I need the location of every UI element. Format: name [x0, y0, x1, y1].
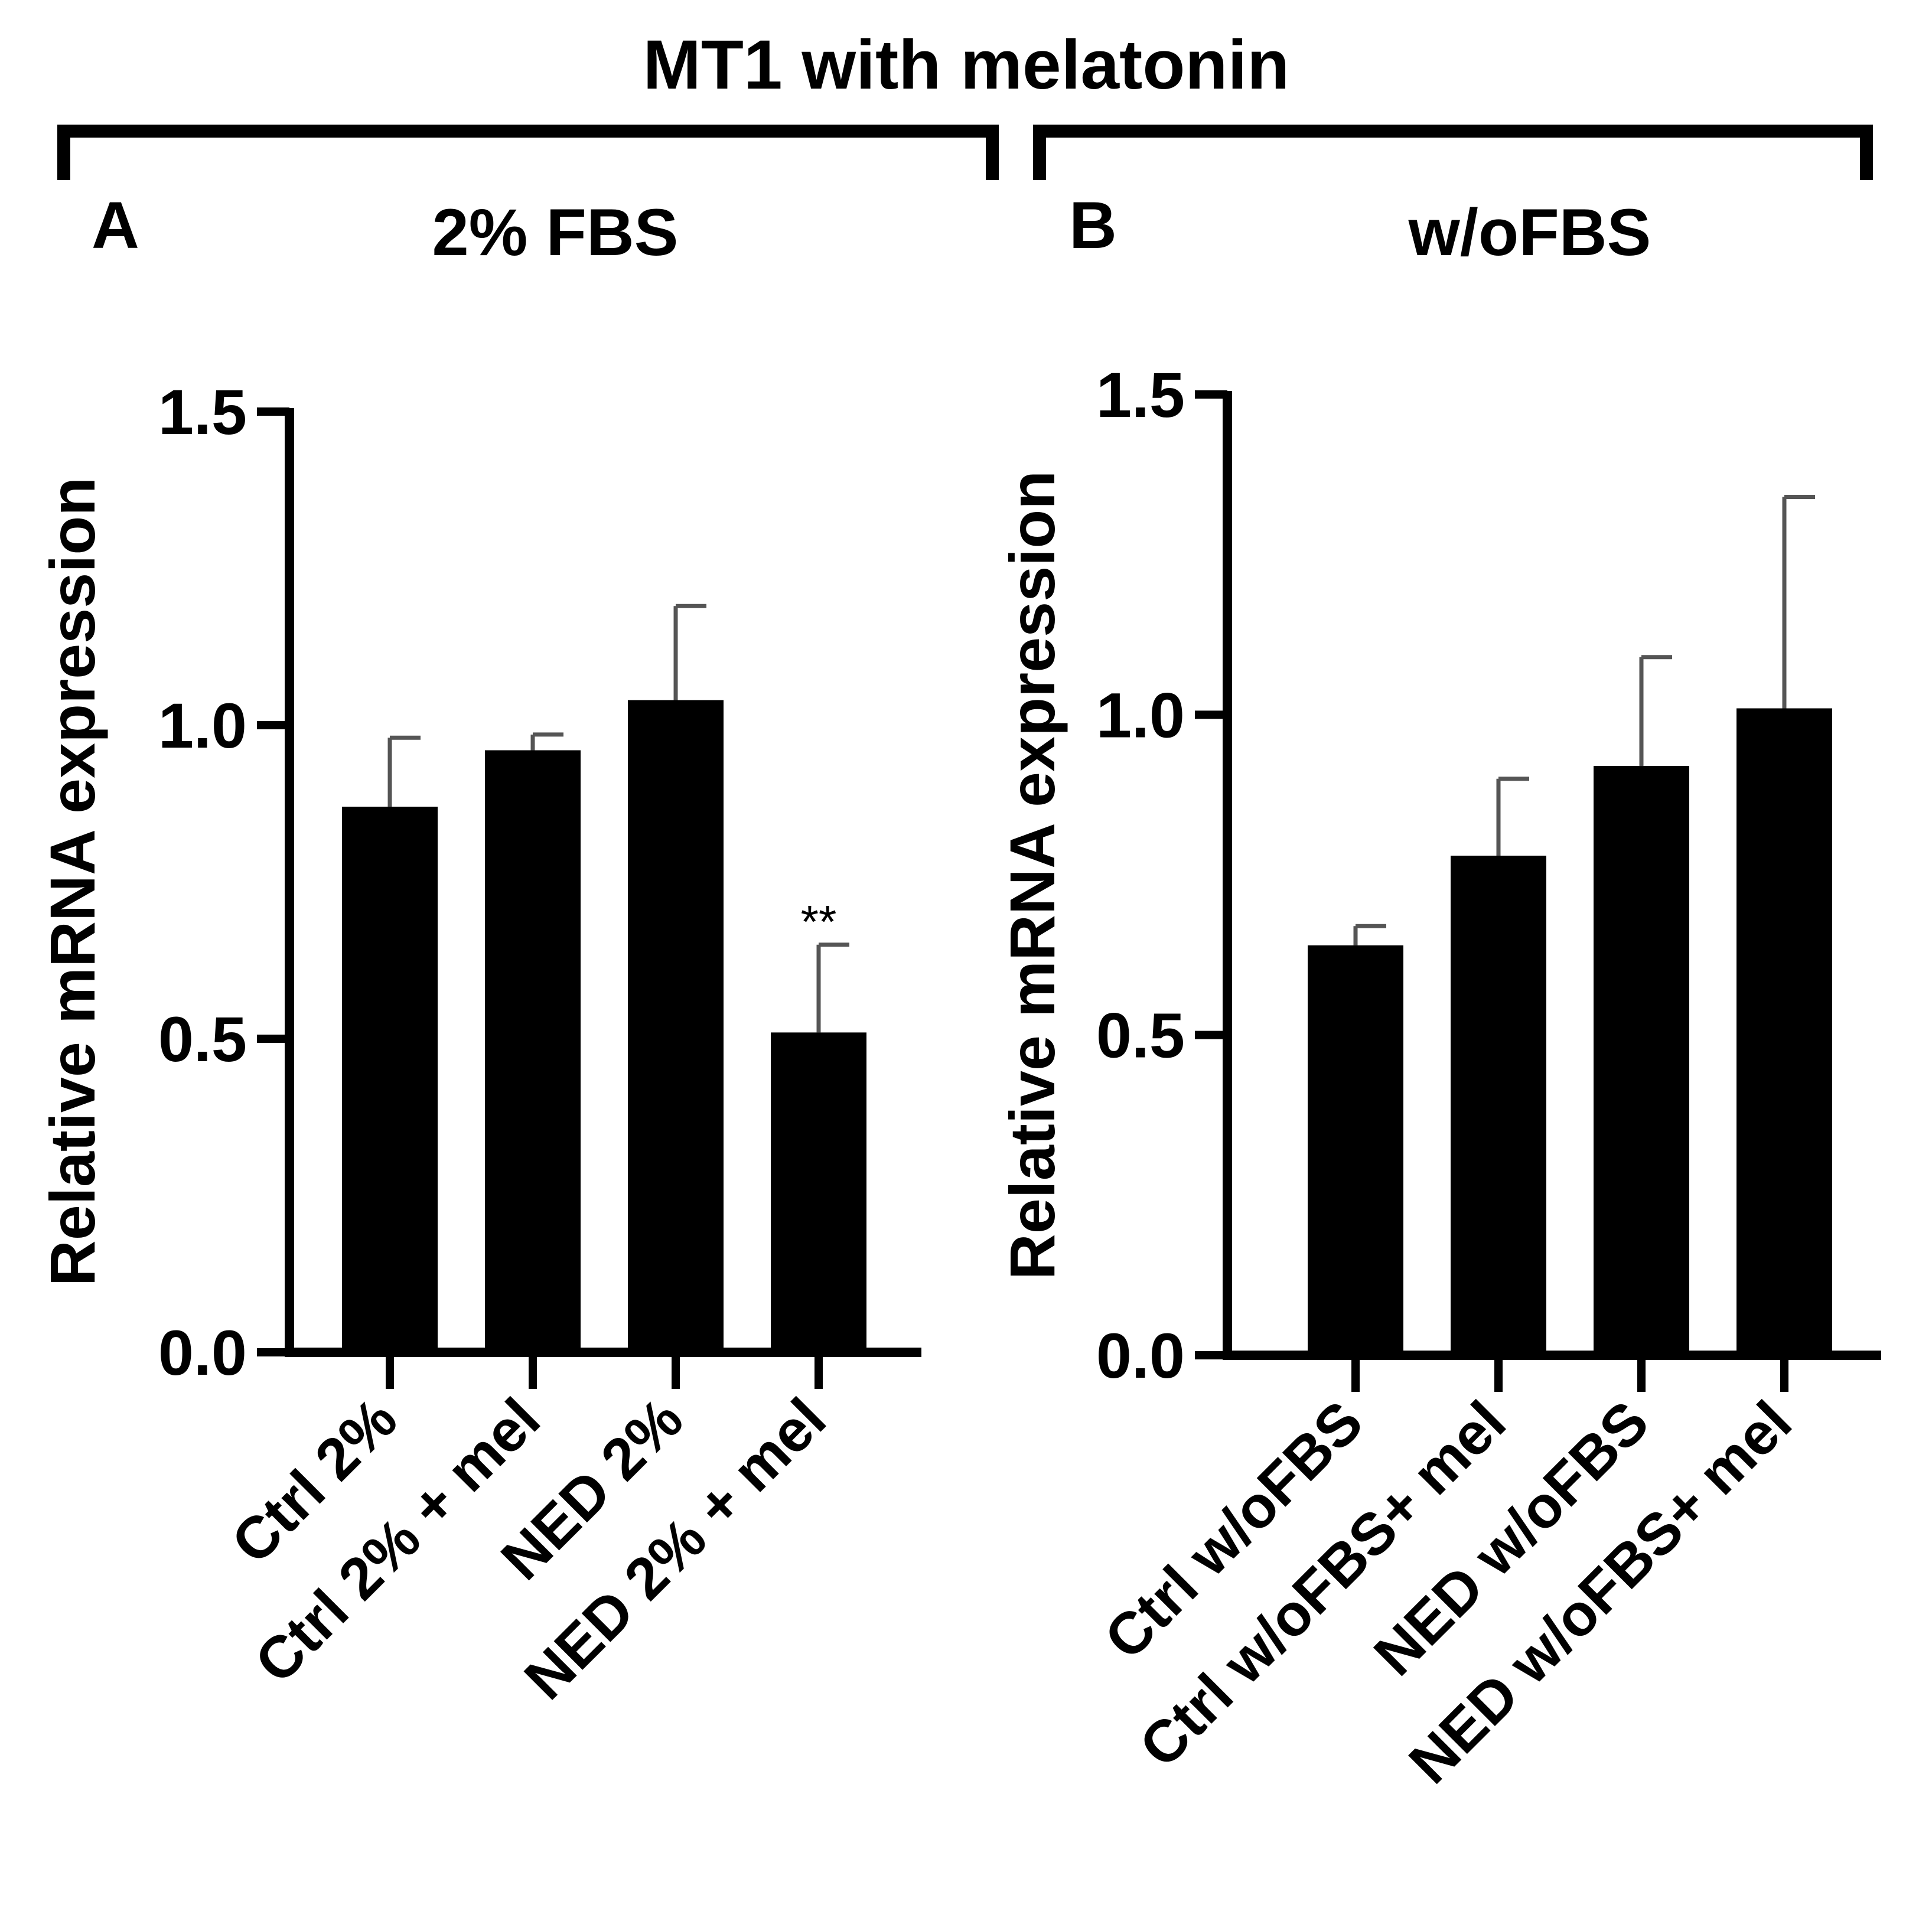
significance-label: ** — [801, 896, 837, 948]
bar — [485, 750, 581, 1352]
bar — [1451, 855, 1546, 1355]
panel-letter: B — [1069, 188, 1117, 262]
y-axis-label: Relative mRNA expression — [37, 477, 108, 1287]
group-bracket-a — [57, 125, 999, 180]
y-tick-label: 1.5 — [158, 376, 247, 448]
bar — [771, 1032, 866, 1352]
y-tick-label: 1.0 — [158, 690, 247, 761]
panel-title: 2% FBS — [432, 195, 679, 269]
bar — [1308, 945, 1403, 1355]
bar — [342, 807, 438, 1352]
panel-letter: A — [92, 188, 139, 262]
bar — [628, 700, 724, 1352]
y-tick-label: 1.5 — [1096, 359, 1185, 430]
group-bracket-b — [1033, 125, 1873, 180]
y-tick-label: 1.0 — [1096, 679, 1185, 751]
bar — [1736, 708, 1832, 1355]
panel-title: w/oFBS — [1408, 195, 1651, 269]
figure-title: MT1 with melatonin — [643, 26, 1290, 104]
y-tick-label: 0.5 — [158, 1003, 247, 1075]
y-tick-label: 0.0 — [1096, 1320, 1185, 1391]
bar — [1594, 766, 1689, 1355]
panel-a: A 2% FBS Relative mRNA expression 0.0 0.5 1.0… — [37, 188, 921, 1712]
y-tick-label: 0.0 — [158, 1317, 247, 1388]
y-tick-label: 0.5 — [1096, 1000, 1185, 1071]
y-axis-label: Relative mRNA expression — [996, 471, 1068, 1280]
